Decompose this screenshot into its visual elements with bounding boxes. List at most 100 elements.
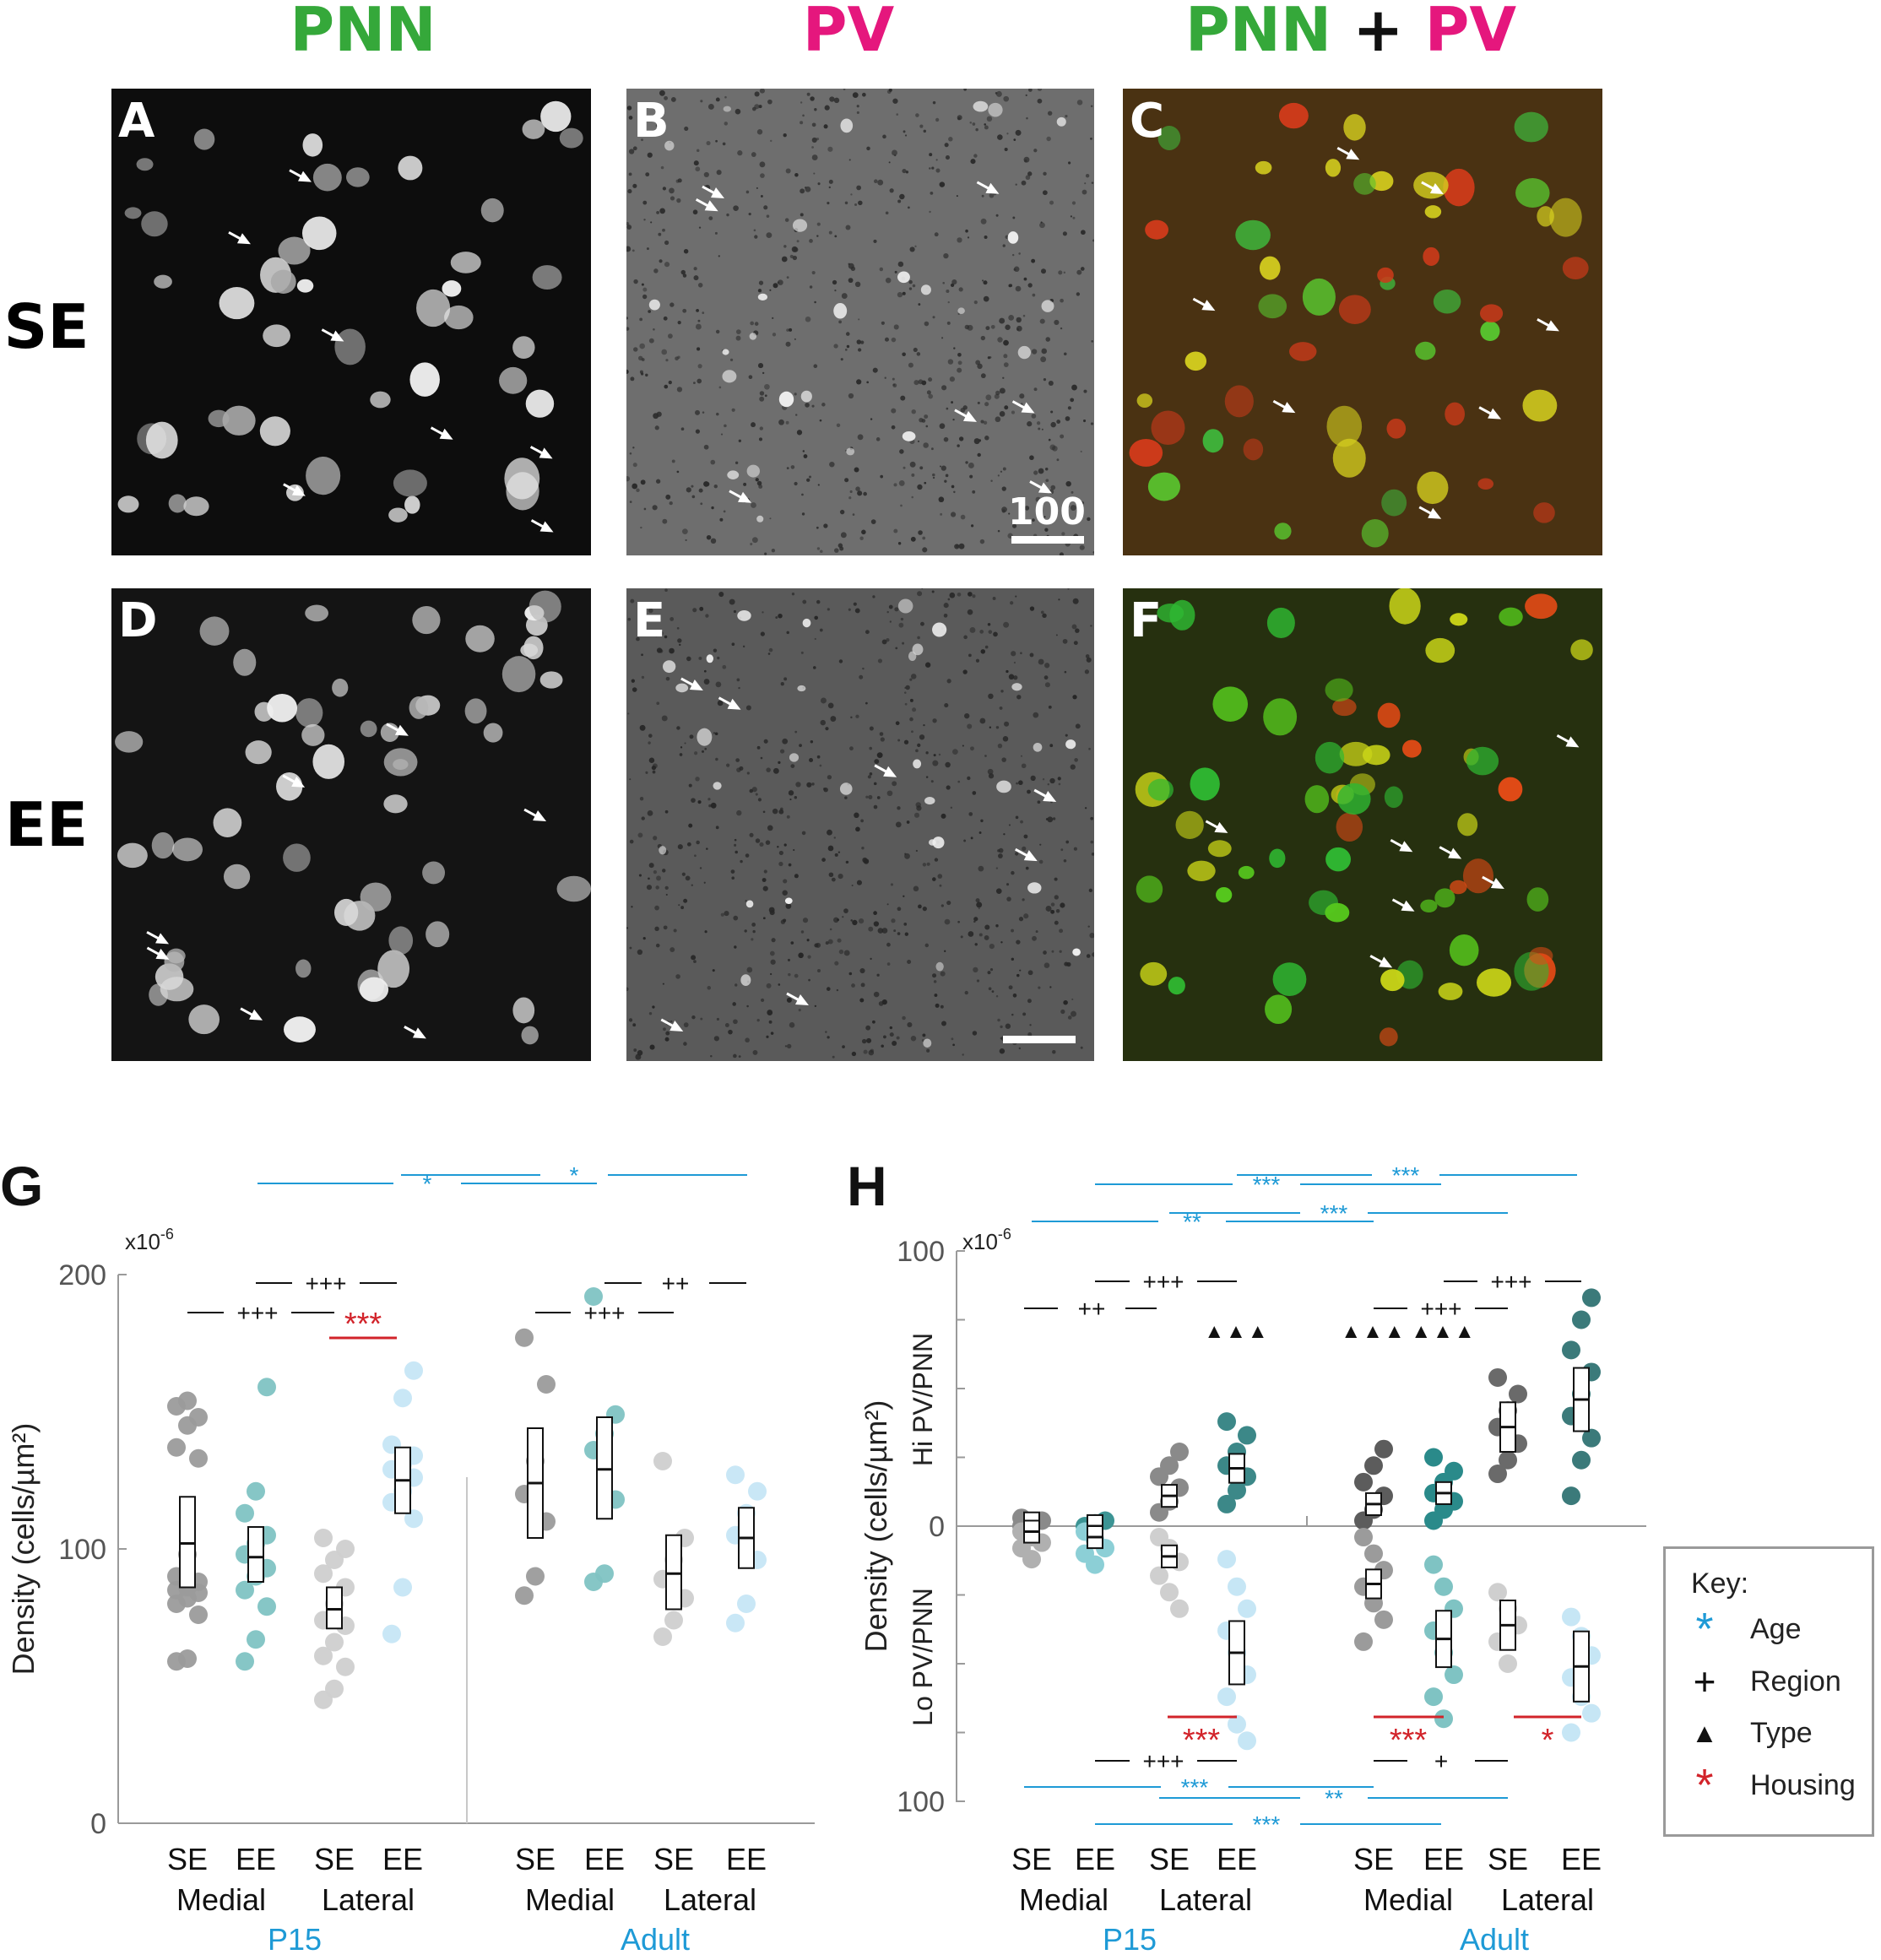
texture-speck [1051, 950, 1054, 953]
texture-speck [632, 146, 637, 151]
labelled-cell [442, 280, 462, 297]
texture-speck [698, 226, 702, 229]
texture-speck [673, 929, 677, 933]
cell-arrow-head [1201, 300, 1216, 311]
texture-speck [738, 439, 742, 442]
labelled-cell [409, 362, 440, 397]
texture-speck [904, 134, 908, 137]
texture-speck [798, 1009, 801, 1012]
texture-speck [1020, 820, 1023, 824]
texture-speck [752, 1049, 758, 1055]
texture-speck [873, 782, 877, 786]
texture-speck [814, 615, 819, 620]
labelled-cell [1413, 171, 1449, 199]
texture-speck [706, 847, 708, 850]
texture-speck [921, 588, 924, 590]
labelled-cell [393, 469, 427, 497]
texture-speck [765, 840, 771, 845]
labelled-cell [283, 843, 311, 872]
g-exponent: x10-6 [125, 1226, 174, 1254]
texture-speck [829, 96, 835, 102]
texture-speck [640, 526, 642, 529]
texture-speck [1067, 1015, 1072, 1020]
texture-speck [978, 907, 980, 910]
texture-speck [1050, 909, 1055, 914]
legend-item-type: ▲ Type [1666, 1712, 1877, 1754]
texture-speck [1054, 920, 1059, 925]
labelled-cell [136, 158, 154, 171]
row-label-ee: EE [4, 789, 89, 860]
texture-speck [856, 111, 859, 114]
micrograph-texture [115, 590, 591, 1045]
texture-speck [794, 338, 796, 340]
texture-speck [656, 701, 660, 706]
texture-speck [628, 1018, 633, 1022]
g-sem-box [247, 1526, 264, 1583]
texture-speck [950, 512, 957, 517]
g-data-point [247, 1630, 265, 1649]
texture-speck [973, 920, 976, 923]
g-data-point [178, 1391, 197, 1410]
texture-speck [629, 778, 632, 781]
texture-speck [909, 698, 913, 702]
texture-speck [848, 608, 851, 611]
texture-speck [806, 478, 810, 482]
texture-speck [664, 95, 669, 100]
texture-speck [866, 146, 870, 151]
texture-speck [1071, 624, 1077, 630]
labelled-cell [1338, 295, 1371, 324]
texture-speck [897, 806, 901, 810]
texture-speck [788, 863, 792, 867]
legend-label-housing: Housing [1750, 1769, 1856, 1801]
texture-speck [680, 906, 685, 910]
texture-speck [737, 150, 743, 156]
panel-label-c: C [1130, 94, 1165, 149]
texture-speck [827, 939, 833, 945]
texture-speck [903, 739, 909, 744]
texture-speck [778, 613, 783, 619]
texture-speck [669, 947, 675, 952]
texture-speck [932, 316, 935, 319]
labelled-cell [1235, 219, 1271, 251]
cell-arrow-head [155, 933, 170, 945]
texture-speck [981, 194, 984, 198]
texture-speck [665, 893, 668, 896]
texture-speck [1050, 421, 1056, 428]
labelled-cell [117, 495, 139, 513]
texture-speck [750, 321, 755, 326]
texture-speck [838, 851, 841, 853]
texture-speck [641, 653, 643, 657]
texture-speck [1032, 293, 1036, 297]
cell-arrow-head [704, 200, 718, 212]
texture-speck [636, 636, 640, 642]
labelled-cell [1377, 267, 1394, 284]
texture-speck [984, 436, 989, 441]
texture-speck [669, 187, 675, 194]
cell-arrow-head [236, 233, 251, 245]
texture-speck [767, 1010, 773, 1015]
panel-label-h: H [847, 1156, 887, 1217]
texture-speck [757, 798, 762, 802]
texture-speck [1052, 1050, 1056, 1054]
texture-speck [691, 884, 694, 886]
texture-speck [707, 103, 714, 110]
texture-speck [663, 1027, 666, 1031]
labelled-cell [1466, 746, 1499, 776]
texture-speck [939, 423, 946, 430]
texture-speck [1087, 925, 1090, 928]
texture-speck [947, 598, 951, 601]
texture-speck [795, 782, 801, 788]
texture-speck [654, 632, 659, 637]
texture-speck [1023, 834, 1028, 839]
g-x-region-label: Medial [525, 1882, 615, 1917]
labelled-cell [284, 1016, 316, 1042]
texture-speck [754, 104, 760, 110]
texture-speck [810, 96, 815, 101]
texture-speck [766, 1035, 769, 1038]
labelled-cell [1168, 977, 1185, 995]
texture-speck [844, 796, 848, 799]
texture-speck [934, 232, 939, 237]
h-data-point-lo [1364, 1544, 1383, 1563]
texture-speck [1049, 200, 1054, 205]
texture-speck [751, 502, 756, 508]
